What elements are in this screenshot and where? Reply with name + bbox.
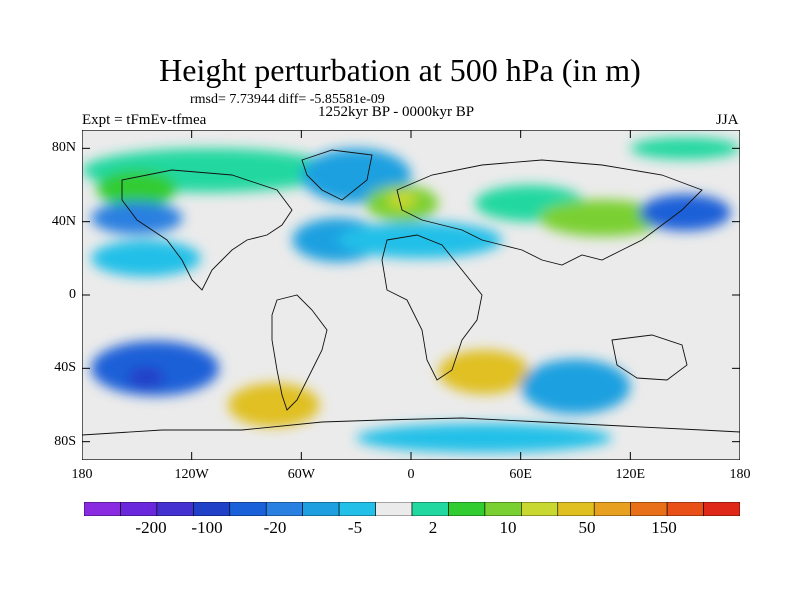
antarctica-coast [82, 417, 740, 436]
region-europe-high-core [387, 190, 417, 209]
region-north-pacific-low [91, 201, 183, 235]
lon-label: 120W [174, 467, 209, 482]
colorbar-swatch [484, 502, 522, 516]
lat-label: 0 [69, 287, 76, 302]
region-mongolia-high [538, 199, 667, 237]
lat-label: 80S [54, 433, 76, 449]
colorbar-swatch [375, 502, 413, 516]
colorbar-swatch [302, 502, 340, 516]
colorbar [84, 502, 740, 516]
colorbar-swatch [448, 502, 486, 516]
region-antarctic-low [356, 423, 613, 453]
colorbar-label: 10 [499, 518, 517, 537]
eurasia-coast [396, 159, 703, 266]
experiment-label: Expt = tFmEv-tfmea [82, 112, 207, 128]
period-label: 1252kyr BP - 0000kyr BP [318, 104, 475, 120]
colorbar-label: -20 [263, 518, 287, 537]
colorbar-swatch [521, 502, 559, 516]
colorbar-swatch [593, 502, 631, 516]
colorbar-swatch [557, 502, 595, 516]
coastlines [82, 149, 740, 436]
page-title: Height perturbation at 500 hPa (in m) [159, 52, 641, 88]
colorbar-swatch [703, 502, 740, 516]
lat-label: 80N [51, 140, 76, 156]
greenland-coast [301, 149, 373, 201]
colorbar-label: -200 [135, 518, 167, 537]
contour-fields [82, 137, 740, 453]
colorbar-swatch [193, 502, 231, 516]
region-africa-low [337, 221, 503, 259]
region-arctic-east-high [630, 137, 740, 160]
lon-label: 0 [407, 467, 415, 482]
colorbar-swatch [666, 502, 704, 516]
south-america-coast [271, 294, 328, 411]
latitude-axis [82, 147, 740, 443]
stats-line: rmsd= 7.73944 diff= -5.85581e-09 [190, 92, 385, 107]
region-indian-ocean-low [520, 359, 631, 415]
colorbar-swatch [265, 502, 303, 516]
lon-label: 180 [71, 467, 93, 482]
region-subtropical-pacific-low [91, 240, 201, 277]
colorbar-swatch [229, 502, 267, 516]
colorbar-swatch [84, 502, 121, 516]
lon-label: 120E [615, 467, 646, 482]
lon-label: 180 [729, 467, 751, 482]
colorbar-label: 2 [428, 518, 438, 537]
region-south-pacific-core [127, 366, 165, 389]
colorbar-label: -5 [347, 518, 363, 537]
season-label: JJA [716, 112, 739, 128]
colorbar-swatch [338, 502, 376, 516]
colorbar-label: 150 [651, 518, 677, 537]
lat-label: 40S [54, 360, 76, 376]
region-south-america-high [228, 383, 320, 427]
lon-label: 60W [287, 467, 315, 482]
region-south-atlantic-high [438, 350, 530, 394]
lat-label: 40N [51, 213, 76, 229]
north-america-coast [121, 169, 293, 291]
height-perturbation-map [82, 130, 740, 460]
colorbar-swatch [630, 502, 668, 516]
colorbar-label: 50 [578, 518, 596, 537]
longitude-axis [82, 130, 740, 460]
africa-coast [381, 234, 483, 381]
colorbar-label: -100 [191, 518, 223, 537]
australia-coast [611, 334, 688, 381]
region-northwest-pacific-low [639, 194, 731, 231]
colorbar-swatch [120, 502, 158, 516]
region-north-pacific-high [96, 170, 178, 207]
colorbar-swatch [156, 502, 194, 516]
colorbar-swatch [411, 502, 449, 516]
lon-label: 60E [509, 467, 532, 482]
